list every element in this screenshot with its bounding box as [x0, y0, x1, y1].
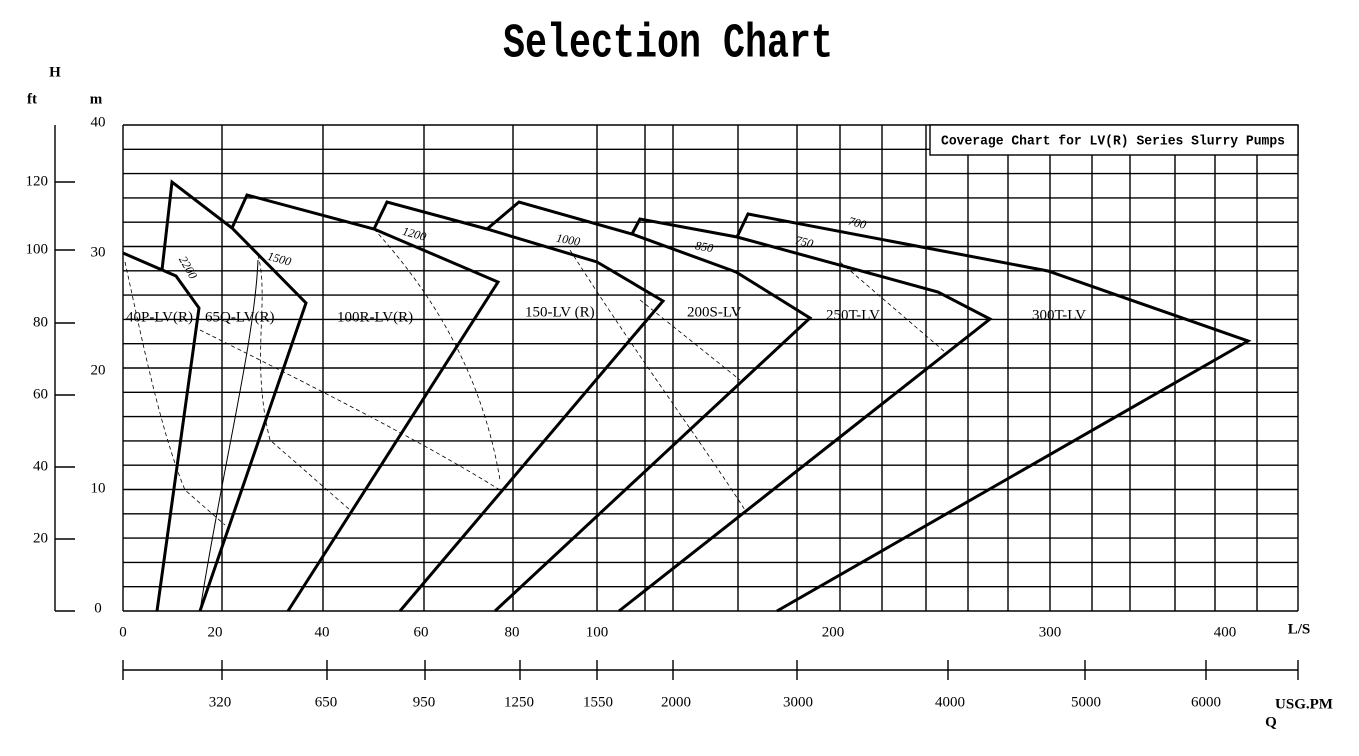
speed-label: 1200 [401, 224, 428, 244]
ft-tick-label: 60 [33, 386, 48, 402]
pump-area [618, 217, 993, 613]
ls-tick-label: 40 [315, 624, 330, 640]
pump-label: 200S-LV [687, 304, 742, 320]
ls-tick-label: 20 [208, 624, 223, 640]
curve [199, 259, 259, 612]
usgpm-tick-label: 950 [413, 694, 436, 710]
box-title: Coverage Chart for LV(R) Series Slurry P… [941, 134, 1285, 150]
legend-box [929, 124, 1299, 156]
pump-area [122, 251, 201, 612]
ls-tick-label: 300 [1039, 624, 1062, 640]
speed-label: 2200 [176, 253, 200, 281]
m-tick-label: 20 [91, 362, 106, 378]
ft-tick-label: 20 [33, 530, 48, 546]
m-tick-label: 0 [94, 600, 102, 616]
speed-label: 850 [694, 238, 714, 255]
pump-label: 65Q-LV(R) [205, 309, 274, 325]
ls-tick-label: 0 [119, 624, 127, 640]
axis-label: USG.PM [1275, 696, 1333, 712]
axis-label: ft [27, 91, 37, 107]
ls-tick-label: 100 [586, 624, 609, 640]
speed-label: 1000 [555, 231, 581, 249]
ls-tick-label: 60 [414, 624, 429, 640]
axis-label: Q [1265, 714, 1277, 730]
pump-areas [122, 179, 1252, 613]
pump-area [486, 200, 813, 613]
axis-label: L/S [1288, 621, 1311, 637]
usgpm-tick-label: 1250 [504, 694, 534, 710]
pump-label: 100R-LV(R) [337, 309, 413, 325]
speed-line [569, 249, 746, 511]
m-tick-label: 40 [91, 114, 106, 130]
m-tick-label: 10 [91, 480, 106, 496]
usgpm-tick-label: 4000 [935, 694, 965, 710]
usgpm-tick-label: 1550 [583, 694, 613, 710]
speed-line [373, 228, 501, 481]
pump-area [735, 212, 1252, 613]
ft-tick-label: 120 [26, 173, 49, 189]
axis-label: H [49, 64, 61, 80]
pump-label: 150-LV (R) [525, 304, 595, 320]
usgpm-tick-label: 2000 [661, 694, 691, 710]
ls-tick-label: 400 [1214, 624, 1237, 640]
speed-line [839, 261, 946, 353]
pump-label: 300T-LV [1032, 307, 1086, 323]
usgpm-tick-label: 6000 [1191, 694, 1221, 710]
speed-label: 750 [794, 233, 815, 251]
ft-tick-label: 100 [26, 241, 49, 257]
pump-label: 40P-LV(R) [126, 309, 193, 325]
title: Selection Chart [503, 18, 833, 72]
ft-tick-label: 40 [33, 458, 48, 474]
speed-line [257, 254, 351, 511]
usgpm-tick-label: 320 [209, 694, 232, 710]
speed-label: 1500 [266, 249, 293, 269]
speed-label: 700 [847, 214, 868, 232]
axis-label: m [90, 91, 103, 107]
speed-line [639, 299, 741, 381]
usgpm-tick-label: 5000 [1071, 694, 1101, 710]
ls-tick-label: 200 [822, 624, 845, 640]
pump-label: 250T-LV [826, 307, 880, 323]
usgpm-tick-label: 3000 [783, 694, 813, 710]
speed-lines [124, 228, 946, 612]
m-tick-label: 30 [91, 244, 106, 260]
pump-area [372, 200, 666, 612]
speed-line [199, 329, 501, 491]
ft-tick-label: 80 [33, 314, 48, 330]
ls-tick-label: 80 [505, 624, 520, 640]
speed-line [124, 261, 226, 526]
usgpm-tick-label: 650 [315, 694, 338, 710]
